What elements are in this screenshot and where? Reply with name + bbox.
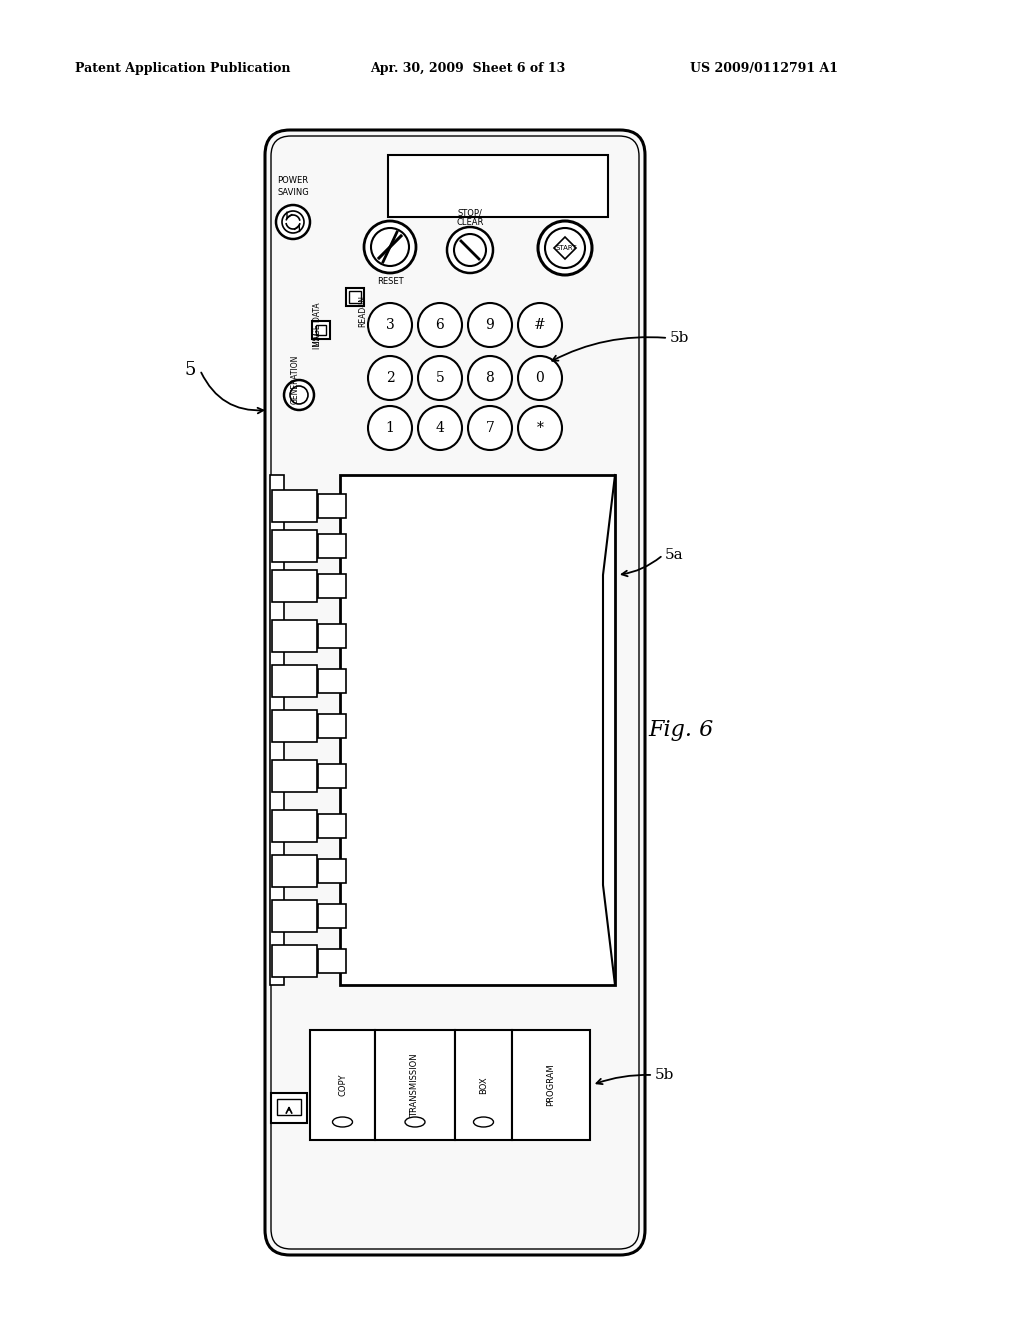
Ellipse shape bbox=[406, 1117, 425, 1127]
Text: Patent Application Publication: Patent Application Publication bbox=[75, 62, 291, 75]
Text: START: START bbox=[555, 246, 577, 251]
Bar bbox=[270, 475, 284, 985]
Bar bbox=[318, 535, 346, 558]
Text: Apr. 30, 2009  Sheet 6 of 13: Apr. 30, 2009 Sheet 6 of 13 bbox=[370, 62, 565, 75]
Bar bbox=[318, 624, 346, 648]
Bar bbox=[272, 620, 317, 652]
Text: 8: 8 bbox=[485, 371, 495, 385]
Text: 0: 0 bbox=[536, 371, 545, 385]
Bar bbox=[318, 714, 346, 738]
Circle shape bbox=[290, 385, 308, 404]
Text: 2: 2 bbox=[386, 371, 394, 385]
Bar bbox=[318, 814, 346, 838]
Polygon shape bbox=[271, 1093, 307, 1123]
Circle shape bbox=[447, 227, 493, 273]
Text: 1: 1 bbox=[386, 421, 394, 436]
Text: POWER: POWER bbox=[278, 176, 308, 185]
Text: READ-IN: READ-IN bbox=[358, 294, 368, 327]
Bar bbox=[310, 1030, 375, 1140]
Text: Fig. 6: Fig. 6 bbox=[648, 719, 714, 741]
Text: 3: 3 bbox=[386, 318, 394, 333]
Text: SAVING: SAVING bbox=[278, 187, 309, 197]
Bar bbox=[272, 945, 317, 977]
Circle shape bbox=[468, 407, 512, 450]
FancyBboxPatch shape bbox=[265, 129, 645, 1255]
Bar bbox=[349, 290, 361, 304]
Bar bbox=[455, 1030, 512, 1140]
Text: PROGRAM: PROGRAM bbox=[547, 1064, 555, 1106]
Bar bbox=[272, 855, 317, 887]
Bar bbox=[272, 531, 317, 562]
Bar bbox=[272, 490, 317, 521]
Bar bbox=[318, 949, 346, 973]
Circle shape bbox=[418, 304, 462, 347]
Text: #: # bbox=[535, 318, 546, 333]
Circle shape bbox=[284, 380, 314, 411]
Text: GENERATION: GENERATION bbox=[291, 355, 299, 404]
Bar bbox=[318, 764, 346, 788]
Text: 5b: 5b bbox=[655, 1068, 675, 1082]
Text: *: * bbox=[537, 421, 544, 436]
Text: 9: 9 bbox=[485, 318, 495, 333]
Text: 6: 6 bbox=[435, 318, 444, 333]
Bar bbox=[272, 760, 317, 792]
Circle shape bbox=[538, 220, 592, 275]
Text: 4: 4 bbox=[435, 421, 444, 436]
Circle shape bbox=[518, 304, 562, 347]
Text: 5: 5 bbox=[184, 360, 196, 379]
Text: BOX: BOX bbox=[479, 1076, 488, 1094]
Circle shape bbox=[468, 304, 512, 347]
Circle shape bbox=[368, 304, 412, 347]
Bar bbox=[312, 321, 330, 339]
Circle shape bbox=[518, 407, 562, 450]
Text: STOP/: STOP/ bbox=[458, 209, 482, 216]
Bar bbox=[318, 859, 346, 883]
Text: LIST: LIST bbox=[312, 330, 322, 346]
Circle shape bbox=[468, 356, 512, 400]
Bar bbox=[340, 475, 615, 985]
Text: CLEAR: CLEAR bbox=[457, 218, 483, 227]
Bar bbox=[388, 154, 608, 216]
Polygon shape bbox=[554, 238, 575, 259]
Circle shape bbox=[364, 220, 416, 273]
Bar bbox=[318, 494, 346, 517]
Text: 5: 5 bbox=[435, 371, 444, 385]
Bar bbox=[272, 900, 317, 932]
Bar bbox=[272, 570, 317, 602]
Bar bbox=[375, 1030, 455, 1140]
Text: US 2009/0112791 A1: US 2009/0112791 A1 bbox=[690, 62, 838, 75]
Text: IMAGE DATA: IMAGE DATA bbox=[312, 302, 322, 348]
Polygon shape bbox=[278, 1100, 301, 1115]
Circle shape bbox=[518, 356, 562, 400]
Circle shape bbox=[371, 228, 409, 267]
Bar bbox=[272, 710, 317, 742]
Circle shape bbox=[276, 205, 310, 239]
Ellipse shape bbox=[473, 1117, 494, 1127]
Circle shape bbox=[454, 234, 486, 267]
Circle shape bbox=[545, 228, 585, 268]
Text: TRANSMISSION: TRANSMISSION bbox=[411, 1053, 420, 1117]
Text: 5a: 5a bbox=[665, 548, 684, 562]
Text: COPY: COPY bbox=[338, 1073, 347, 1096]
Text: 7: 7 bbox=[485, 421, 495, 436]
Circle shape bbox=[368, 356, 412, 400]
Text: 5b: 5b bbox=[670, 331, 689, 345]
Circle shape bbox=[368, 407, 412, 450]
Bar bbox=[318, 574, 346, 598]
Circle shape bbox=[282, 211, 304, 234]
Bar bbox=[272, 810, 317, 842]
Ellipse shape bbox=[333, 1117, 352, 1127]
Bar bbox=[316, 325, 326, 335]
Bar bbox=[346, 288, 364, 306]
Bar bbox=[512, 1030, 590, 1140]
Bar bbox=[318, 904, 346, 928]
Text: RESET: RESET bbox=[377, 277, 403, 286]
Circle shape bbox=[418, 407, 462, 450]
Bar bbox=[318, 669, 346, 693]
Circle shape bbox=[418, 356, 462, 400]
Bar bbox=[272, 665, 317, 697]
